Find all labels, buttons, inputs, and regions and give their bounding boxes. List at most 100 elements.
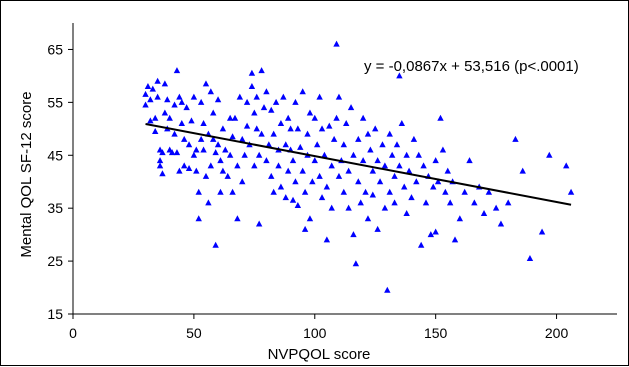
x-axis-ticks: 0 50 100 150 200 [69,314,568,341]
data-point [410,135,418,142]
data-point [345,204,352,211]
data-point [384,286,391,293]
data-point [415,151,422,158]
data-point [255,220,263,227]
data-point [210,135,217,142]
data-point [432,157,439,164]
data-point [263,157,270,164]
data-point [403,209,410,216]
data-point [142,101,149,108]
y-tick-label: 25 [47,253,63,269]
data-point [270,188,277,195]
data-point [323,183,331,190]
data-point [185,165,193,171]
data-point [149,85,156,92]
data-point [326,122,333,129]
data-point [352,260,360,267]
data-point [381,162,389,169]
data-point [280,93,287,100]
data-point [171,101,178,108]
data-point [391,172,398,179]
data-point [367,146,374,153]
data-point [219,125,227,132]
data-point [214,141,222,148]
data-point [176,93,183,100]
data-point [422,199,430,206]
data-point [178,120,185,127]
data-point [301,188,309,195]
data-point [166,114,173,121]
data-point [159,170,166,177]
data-point [432,228,439,235]
data-point [430,183,437,190]
data-point [328,204,335,211]
data-point [183,104,190,111]
data-point [316,172,323,179]
data-point [427,231,435,238]
data-point [282,194,289,201]
data-point [255,151,263,158]
data-point [306,215,314,222]
data-point [193,146,200,153]
y-axis-title: Mental QOL SF-12 score [18,91,35,257]
data-point [284,167,292,174]
data-point [567,188,575,195]
data-point [236,93,244,100]
data-point [388,151,396,158]
data-point [396,72,403,79]
data-point [270,130,277,137]
x-tick-label: 0 [69,325,77,341]
data-point [159,149,166,156]
data-point [231,114,239,121]
y-axis-ticks: 15 25 35 45 55 65 [47,41,73,322]
data-point [147,117,154,124]
data-point [294,202,302,209]
data-point [330,135,338,142]
data-point [197,135,205,142]
data-point [359,157,367,164]
data-point [398,120,406,127]
data-point [226,114,234,121]
data-point [156,162,164,169]
data-point [318,125,326,132]
data-point [446,199,454,206]
data-point [171,130,178,137]
data-point [386,130,393,137]
data-point [318,194,326,201]
data-point [168,149,176,156]
data-point [224,172,231,179]
data-point [193,167,200,174]
data-point [202,172,210,179]
data-point [292,98,299,105]
data-point [190,151,198,158]
data-point [357,199,364,206]
data-point [340,188,347,195]
data-point [347,104,355,111]
data-point [297,143,304,150]
data-point [197,98,205,105]
data-point [239,178,246,185]
data-point [289,157,297,164]
y-tick-label: 15 [47,306,63,322]
data-point [176,167,183,174]
data-point [229,188,236,195]
data-point [439,146,447,153]
data-point [328,162,335,169]
data-point [376,178,384,185]
data-point [519,167,526,174]
data-point [156,157,164,164]
data-point [205,199,212,206]
data-point [241,151,248,158]
data-point [248,82,256,89]
data-point [374,225,381,232]
trendline [145,122,572,206]
data-point [335,172,343,179]
data-point [164,96,171,103]
data-point [277,120,285,127]
data-point [207,88,215,95]
data-point [359,114,367,121]
data-point [253,93,260,100]
data-point [260,104,268,111]
data-point [268,106,275,113]
data-point [268,172,275,179]
